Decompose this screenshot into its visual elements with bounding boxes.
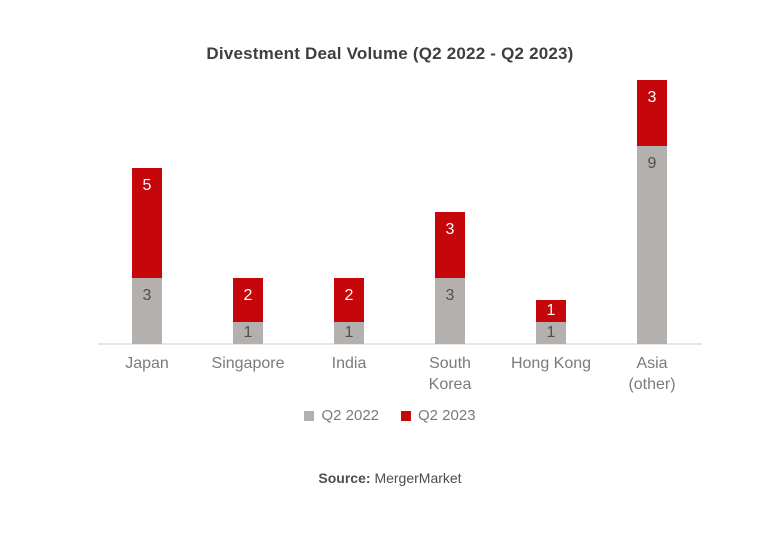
bar-value-q2-2023-asia-other: 3 (647, 89, 657, 106)
legend-label-q2-2022: Q2 2022 (321, 407, 379, 424)
bar-value-q2-2023-south-korea: 3 (445, 221, 455, 238)
bar-segment-q2-2023-hong-kong: 1 (536, 300, 566, 322)
bar-value-q2-2023-japan: 5 (142, 177, 152, 194)
legend-swatch-q2-2023 (401, 410, 411, 421)
legend-swatch-q2-2022 (304, 410, 315, 421)
legend: Q2 2022 Q2 2023 (0, 407, 780, 424)
x-axis-line (98, 343, 702, 345)
bar-segment-q2-2022-south-korea: 3 (435, 278, 465, 344)
category-label-hong-kong: Hong Kong (510, 355, 592, 372)
chart-title: Divestment Deal Volume (Q2 2022 - Q2 202… (206, 44, 574, 63)
bar-segment-q2-2022-india: 1 (334, 322, 364, 344)
source-note: Source: MergerMarket (0, 470, 780, 486)
bar-segment-q2-2022-asia-other: 9 (637, 146, 667, 344)
bar-value-q2-2023-india: 2 (344, 287, 354, 304)
bar-segment-q2-2022-hong-kong: 1 (536, 322, 566, 344)
bar-value-q2-2022-asia-other: 9 (647, 155, 657, 172)
bar-segment-q2-2023-singapore: 2 (233, 278, 263, 322)
bar-value-q2-2022-india: 1 (344, 324, 354, 341)
bar-segment-q2-2023-asia-other: 3 (637, 80, 667, 146)
legend-item-q2-2023: Q2 2023 (401, 407, 476, 424)
bar-segment-q2-2022-singapore: 1 (233, 322, 263, 344)
legend-label-q2-2023: Q2 2023 (418, 407, 476, 424)
bar-value-q2-2022-japan: 3 (142, 287, 152, 304)
category-label-south-korea: South Korea (428, 355, 472, 393)
bar-value-q2-2023-singapore: 2 (243, 287, 253, 304)
category-label-japan: Japan (125, 355, 169, 372)
bar-value-q2-2022-south-korea: 3 (445, 287, 455, 304)
bar-segment-q2-2023-japan: 5 (132, 168, 162, 278)
source-value: MergerMarket (374, 470, 461, 486)
legend-item-q2-2022: Q2 2022 (304, 407, 379, 424)
bar-segment-q2-2023-india: 2 (334, 278, 364, 322)
bar-segment-q2-2023-south-korea: 3 (435, 212, 465, 278)
category-label-india: India (331, 355, 367, 372)
bar-segment-q2-2022-japan: 3 (132, 278, 162, 344)
source-value-text: MergerMarket (374, 470, 462, 486)
source-label: Source: (318, 470, 371, 486)
category-label-asia-other: Asia (other) (628, 355, 676, 393)
category-label-singapore: Singapore (211, 355, 285, 372)
bar-value-q2-2023-hong-kong: 1 (546, 302, 556, 319)
bar-value-q2-2022-hong-kong: 1 (546, 324, 556, 341)
bar-value-q2-2022-singapore: 1 (243, 324, 253, 341)
